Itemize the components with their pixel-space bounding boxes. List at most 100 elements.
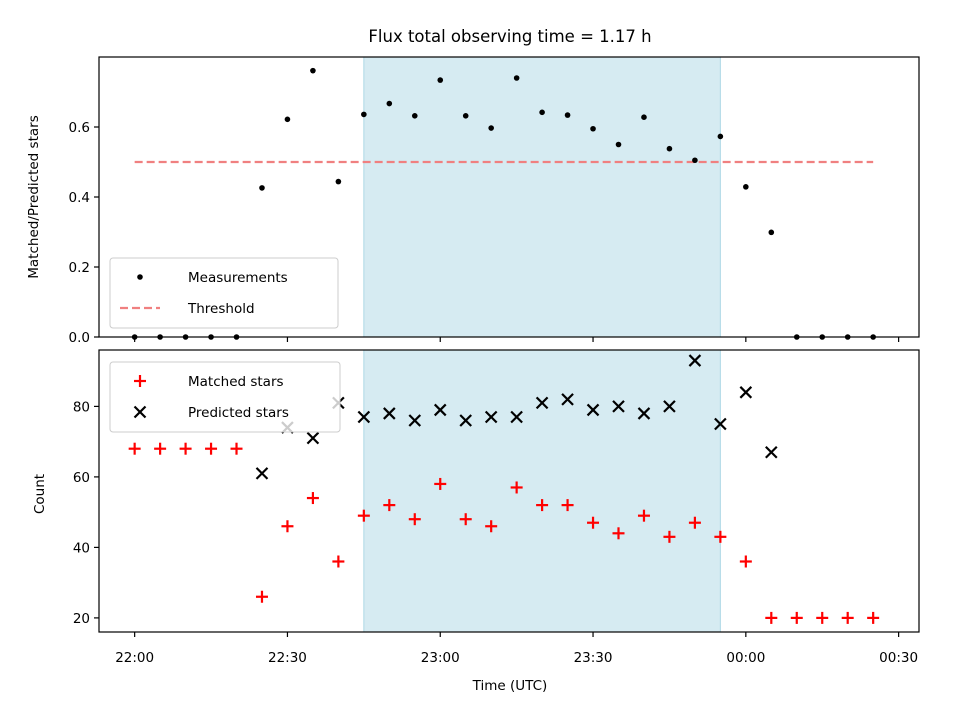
top-point-0-5 — [259, 185, 265, 191]
bottom-point-0-26 — [790, 611, 803, 624]
bottom-y-tick-label-3: 80 — [73, 399, 90, 415]
chart-title: Flux total observing time = 1.17 h — [368, 27, 651, 46]
legend-swatch-1 — [133, 405, 147, 419]
bottom-series-1 — [255, 354, 778, 480]
top-point-0-14 — [488, 125, 494, 131]
bottom-point-0-19 — [612, 527, 625, 540]
x-tick-label-0: 22:00 — [115, 650, 154, 666]
bottom-point-0-2 — [179, 442, 192, 455]
top-point-0-12 — [437, 77, 444, 83]
top-point-0-8 — [335, 178, 342, 185]
bottom-point-0-29 — [867, 611, 880, 624]
bottom-series-0 — [128, 442, 880, 624]
top-point-0-10 — [386, 100, 393, 107]
top-y-tick-label-2: 0.4 — [69, 190, 90, 206]
bottom-point-0-18 — [587, 516, 600, 529]
x-tick-label-5: 00:30 — [879, 650, 918, 666]
bottom-point-0-23 — [714, 530, 727, 543]
bottom-point-0-7 — [306, 492, 319, 505]
x-tick-label-2: 23:00 — [421, 650, 460, 666]
bottom-point-1-7-b — [433, 403, 447, 417]
top-point-0-19 — [615, 141, 622, 148]
bottom-point-1-8 — [459, 414, 472, 427]
bottom-point-0-9 — [357, 509, 370, 522]
top-point-0-21 — [666, 145, 673, 152]
bottom-point-0-4 — [230, 442, 243, 455]
bottom-point-1-12-b — [561, 393, 574, 406]
top-y-tick-label-1: 0.2 — [69, 260, 90, 276]
bottom-point-1-20-b — [765, 445, 778, 459]
x-tick-label-1: 22:30 — [268, 650, 307, 666]
top-point-0-24 — [743, 184, 749, 190]
bottom-point-0-1 — [154, 442, 167, 455]
bottom-point-1-15-b — [637, 407, 651, 420]
shaded-intervals — [363, 56, 721, 633]
bottom-y-axis-label: Count — [32, 474, 48, 514]
bottom-point-1-12 — [561, 393, 574, 406]
bottom-point-1-0 — [255, 467, 269, 480]
bottom-point-0-12 — [434, 477, 447, 490]
bottom-point-0-10 — [383, 499, 396, 512]
bottom-point-1-20 — [765, 445, 778, 459]
top-point-0-20 — [641, 114, 647, 120]
bottom-point-1-13 — [586, 403, 600, 417]
bottom-legend: Matched stars Predicted stars — [109, 361, 341, 433]
bottom-point-1-6 — [408, 414, 422, 427]
bottom-point-0-5 — [255, 590, 268, 603]
bottom-observing-window — [363, 349, 721, 633]
top-y-tick-label-3: 0.6 — [69, 120, 90, 136]
bottom-point-0-24 — [739, 555, 752, 568]
top-point-0-18 — [590, 125, 596, 132]
bottom-point-1-14-b — [612, 400, 625, 413]
bottom-point-1-9 — [484, 410, 498, 424]
top-y-tick-label-0: 0.0 — [69, 330, 90, 346]
legend-swatch-0 — [137, 274, 143, 280]
bottom-point-1-8-b — [459, 414, 472, 427]
bottom-point-0-8 — [332, 555, 345, 568]
bottom-point-1-16-b — [663, 400, 676, 413]
bottom-point-1-17 — [688, 354, 702, 367]
top-y-axis-label: Matched/Predicted stars — [26, 115, 42, 278]
top-point-0-23 — [717, 133, 724, 140]
bottom-point-0-27 — [816, 611, 829, 624]
bottom-point-0-11 — [408, 513, 421, 526]
legend-label-0: Measurements — [188, 270, 288, 286]
bottom-point-1-14 — [612, 400, 625, 413]
bottom-y-tick-label-1: 40 — [73, 540, 90, 556]
legends: Measurements Threshold Matched stars Predic… — [109, 257, 341, 433]
bottom-point-0-14 — [485, 520, 498, 533]
bottom-point-0-16 — [536, 499, 549, 512]
bottom-point-1-18 — [714, 417, 727, 431]
bottom-point-1-5 — [383, 407, 396, 420]
bottom-point-1-0-b — [255, 467, 269, 480]
bottom-point-0-25 — [765, 611, 778, 624]
legend-label-0: Matched stars — [188, 374, 284, 390]
legend-swatch-0 — [134, 375, 146, 387]
bottom-point-1-18-b — [714, 417, 727, 431]
bottom-axes-frame — [98, 349, 920, 633]
legend-label-1: Predicted stars — [188, 405, 289, 421]
x-tick-label-3: 23:30 — [574, 650, 613, 666]
bottom-point-0-15 — [510, 481, 523, 494]
bottom-point-0-21 — [663, 530, 676, 543]
bottom-point-1-4 — [357, 410, 371, 424]
data-series — [128, 67, 880, 624]
bottom-point-1-2 — [306, 431, 320, 445]
bottom-point-1-9-b — [484, 410, 498, 424]
bottom-point-1-19 — [739, 386, 753, 399]
legend-label-1: Threshold — [187, 301, 255, 317]
bottom-y-tick-label-0: 20 — [73, 611, 90, 627]
bottom-point-0-20 — [637, 509, 650, 522]
legend-box — [109, 257, 339, 329]
top-point-0-6 — [284, 116, 291, 123]
bottom-point-1-7 — [433, 403, 447, 417]
top-point-0-7 — [310, 67, 316, 74]
axes: 0.0 0.2 0.4 0.6 20 40 60 80 22:00 22:30 23:00 23:30… — [69, 56, 920, 666]
bottom-point-1-17-b — [688, 354, 702, 367]
top-point-0-17 — [564, 112, 571, 118]
bottom-point-1-2-b — [306, 431, 320, 445]
bottom-point-1-10 — [510, 410, 523, 424]
legend-box — [109, 361, 341, 433]
bottom-point-1-11-b — [535, 396, 549, 410]
